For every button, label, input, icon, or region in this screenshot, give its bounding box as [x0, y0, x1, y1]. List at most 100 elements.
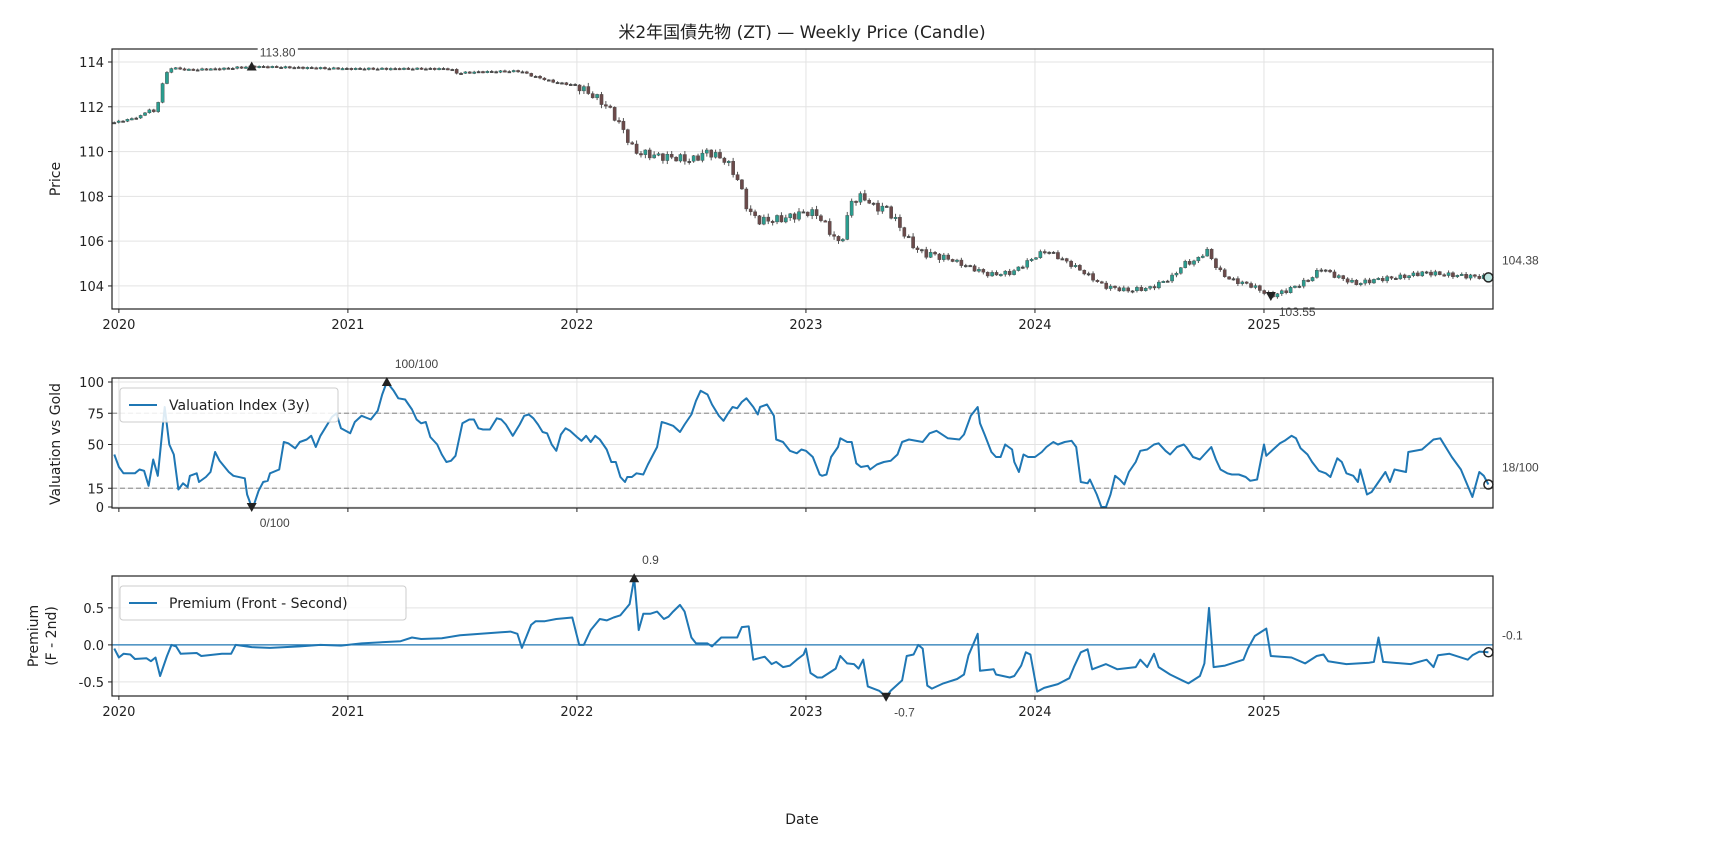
y-tick-label: 0.0 — [83, 639, 104, 654]
candle-body — [200, 68, 204, 71]
candle — [191, 68, 196, 71]
candle — [288, 65, 292, 69]
axes-frame — [111, 377, 1494, 509]
candle — [349, 67, 354, 71]
candle-body — [911, 236, 915, 249]
y-tick-label: 100 — [79, 376, 104, 391]
candle — [538, 74, 542, 80]
candle-body — [195, 69, 200, 72]
candle — [744, 187, 749, 212]
candle-body — [138, 115, 143, 119]
candle — [858, 191, 863, 205]
candle — [1306, 279, 1310, 283]
candle-body — [902, 227, 907, 237]
candle — [358, 67, 362, 70]
candle-body — [1442, 274, 1446, 277]
candle-body — [1086, 273, 1091, 276]
candle-body — [933, 252, 937, 255]
max-marker-up-triangle — [246, 61, 257, 71]
candle — [138, 114, 143, 119]
candle — [173, 66, 178, 70]
candle-body — [985, 271, 990, 277]
x-tick-label: 2025 — [1247, 705, 1280, 720]
y-tick-label: 50 — [87, 439, 104, 454]
candle — [1148, 285, 1152, 291]
annotation-background — [257, 45, 298, 60]
candle — [1293, 285, 1297, 289]
candle-body — [520, 71, 525, 74]
candle-body — [226, 67, 231, 70]
candle-body — [121, 120, 125, 123]
max-annotation: 113.80 — [260, 45, 296, 59]
candle — [1174, 271, 1179, 278]
candle-body — [446, 68, 450, 71]
candle — [757, 215, 762, 226]
candle — [1385, 274, 1389, 284]
candle-body — [1429, 271, 1433, 276]
candle — [1279, 289, 1284, 296]
candle-body — [331, 67, 336, 70]
x-tick-label: 2024 — [1018, 705, 1051, 720]
candle-body — [977, 269, 981, 272]
candle — [1069, 259, 1073, 269]
candle-body — [661, 153, 665, 161]
min-marker-down-triangle — [246, 503, 257, 512]
candle — [301, 66, 305, 70]
candle-body — [845, 215, 850, 240]
candle — [626, 128, 630, 146]
candle-body — [1104, 282, 1109, 289]
candle-body — [1016, 266, 1021, 271]
x-tick-label: 2023 — [789, 318, 822, 333]
legend: Premium (Front - Second) — [119, 585, 407, 621]
candle-body — [691, 155, 696, 162]
candle — [1038, 249, 1043, 259]
candle-body — [1069, 260, 1073, 267]
candle-body — [340, 68, 345, 71]
candle — [371, 67, 376, 71]
candle-body — [1310, 277, 1315, 282]
candle-body — [1003, 270, 1008, 275]
candle — [1372, 278, 1376, 284]
premium-y-label-line2: (F - 2nd) — [44, 606, 60, 666]
candle — [740, 179, 744, 190]
last-value-circle-marker — [1483, 647, 1494, 658]
candle-body — [1100, 281, 1104, 284]
candle-body — [1012, 270, 1016, 275]
legend-label: Valuation Index (3y) — [169, 398, 310, 414]
candle-body — [301, 66, 305, 69]
candle-body — [841, 239, 845, 242]
candle — [1244, 281, 1249, 285]
min-annotation: -0.7 — [894, 706, 915, 720]
candle-body — [568, 84, 573, 86]
candle — [1464, 272, 1468, 280]
candle — [296, 65, 301, 69]
candle — [1135, 285, 1139, 293]
candle — [1047, 251, 1051, 255]
candle — [1227, 276, 1231, 280]
candle — [340, 67, 345, 71]
candle-body — [647, 149, 652, 159]
candle-body — [920, 249, 924, 252]
candle — [279, 66, 283, 69]
candle — [222, 67, 226, 71]
candle — [397, 67, 402, 71]
x-tick-label: 2024 — [1018, 318, 1051, 333]
candle-body — [683, 154, 687, 162]
candle-body — [424, 68, 428, 71]
candle — [1358, 282, 1363, 287]
candle — [345, 67, 349, 70]
candle — [1091, 271, 1095, 283]
candle — [1100, 280, 1104, 284]
candle — [209, 67, 213, 71]
candle-body — [410, 68, 415, 71]
candle-body — [1451, 272, 1455, 278]
candle — [551, 78, 555, 84]
candle-body — [555, 82, 560, 85]
premium-line — [113, 577, 1489, 698]
candle-body — [1170, 274, 1174, 282]
candle — [1284, 288, 1288, 295]
candle — [617, 117, 621, 124]
candle — [955, 258, 959, 263]
candle — [590, 91, 595, 99]
candle-body — [1060, 258, 1065, 261]
